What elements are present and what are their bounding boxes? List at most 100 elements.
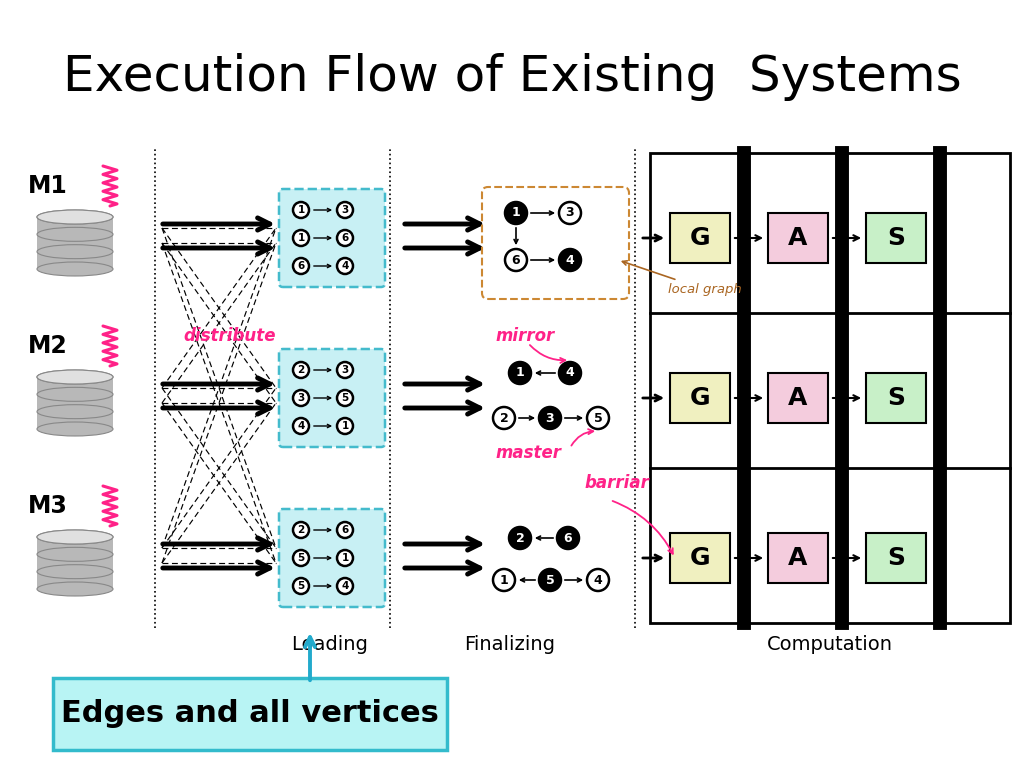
Text: 5: 5 bbox=[341, 393, 348, 403]
Text: Execution Flow of Existing  Systems: Execution Flow of Existing Systems bbox=[62, 53, 962, 101]
Ellipse shape bbox=[37, 210, 113, 224]
Text: A: A bbox=[788, 546, 808, 570]
Text: 3: 3 bbox=[341, 365, 348, 375]
Bar bbox=[37, 377, 113, 429]
FancyBboxPatch shape bbox=[279, 189, 385, 287]
Text: G: G bbox=[690, 386, 711, 410]
Text: 6: 6 bbox=[297, 261, 304, 271]
Text: 3: 3 bbox=[297, 393, 304, 403]
Text: 4: 4 bbox=[297, 421, 305, 431]
Bar bbox=[768, 373, 828, 423]
Circle shape bbox=[293, 390, 309, 406]
Bar bbox=[670, 533, 730, 583]
Text: 1: 1 bbox=[341, 421, 348, 431]
Text: distribute: distribute bbox=[183, 327, 276, 345]
Text: G: G bbox=[690, 226, 711, 250]
Bar bbox=[866, 213, 926, 263]
Text: 5: 5 bbox=[297, 581, 304, 591]
Circle shape bbox=[293, 362, 309, 378]
Bar bbox=[37, 537, 113, 589]
Text: 4: 4 bbox=[565, 253, 574, 266]
Text: barriar: barriar bbox=[584, 474, 649, 492]
Text: 5: 5 bbox=[297, 553, 304, 563]
Circle shape bbox=[493, 569, 515, 591]
Text: 6: 6 bbox=[341, 525, 348, 535]
Text: 4: 4 bbox=[341, 261, 349, 271]
Circle shape bbox=[337, 202, 353, 218]
Ellipse shape bbox=[37, 564, 113, 578]
Circle shape bbox=[293, 522, 309, 538]
Ellipse shape bbox=[37, 530, 113, 544]
Text: Computation: Computation bbox=[767, 635, 893, 654]
Text: S: S bbox=[887, 546, 905, 570]
Bar bbox=[37, 217, 113, 269]
Circle shape bbox=[293, 550, 309, 566]
Circle shape bbox=[509, 362, 531, 384]
Circle shape bbox=[539, 569, 561, 591]
Text: 2: 2 bbox=[297, 365, 304, 375]
Circle shape bbox=[293, 230, 309, 246]
Circle shape bbox=[293, 578, 309, 594]
Text: 3: 3 bbox=[565, 207, 574, 220]
Bar bbox=[866, 373, 926, 423]
Ellipse shape bbox=[37, 370, 113, 384]
Circle shape bbox=[505, 202, 527, 224]
FancyBboxPatch shape bbox=[53, 678, 447, 750]
Circle shape bbox=[559, 249, 581, 271]
Bar bbox=[670, 373, 730, 423]
Circle shape bbox=[293, 202, 309, 218]
Text: 5: 5 bbox=[546, 574, 554, 587]
Text: 6: 6 bbox=[563, 531, 572, 545]
Bar bbox=[670, 213, 730, 263]
Ellipse shape bbox=[37, 227, 113, 241]
Ellipse shape bbox=[37, 530, 113, 544]
Circle shape bbox=[505, 249, 527, 271]
Bar bbox=[650, 153, 1010, 623]
Text: 2: 2 bbox=[297, 525, 304, 535]
Text: Finalizing: Finalizing bbox=[465, 635, 555, 654]
Text: 1: 1 bbox=[297, 233, 304, 243]
Circle shape bbox=[293, 418, 309, 434]
Ellipse shape bbox=[37, 245, 113, 259]
Ellipse shape bbox=[37, 370, 113, 384]
Text: 1: 1 bbox=[297, 205, 304, 215]
Ellipse shape bbox=[37, 262, 113, 276]
Circle shape bbox=[559, 362, 581, 384]
Circle shape bbox=[493, 407, 515, 429]
Circle shape bbox=[337, 258, 353, 274]
Circle shape bbox=[587, 407, 609, 429]
Circle shape bbox=[337, 578, 353, 594]
Circle shape bbox=[337, 230, 353, 246]
Text: S: S bbox=[887, 386, 905, 410]
Text: local graph: local graph bbox=[623, 261, 741, 296]
Text: 2: 2 bbox=[516, 531, 524, 545]
Text: M3: M3 bbox=[28, 494, 68, 518]
Text: 3: 3 bbox=[546, 412, 554, 425]
Text: 1: 1 bbox=[341, 553, 348, 563]
Ellipse shape bbox=[37, 582, 113, 596]
Circle shape bbox=[539, 407, 561, 429]
Circle shape bbox=[293, 258, 309, 274]
Text: A: A bbox=[788, 226, 808, 250]
Text: 1: 1 bbox=[500, 574, 508, 587]
Circle shape bbox=[337, 550, 353, 566]
Ellipse shape bbox=[37, 548, 113, 561]
Circle shape bbox=[337, 418, 353, 434]
Ellipse shape bbox=[37, 422, 113, 436]
Circle shape bbox=[587, 569, 609, 591]
Bar bbox=[866, 533, 926, 583]
Text: 5: 5 bbox=[594, 412, 602, 425]
Text: 4: 4 bbox=[594, 574, 602, 587]
Text: 1: 1 bbox=[512, 207, 520, 220]
Ellipse shape bbox=[37, 387, 113, 402]
Text: 4: 4 bbox=[341, 581, 349, 591]
Circle shape bbox=[509, 527, 531, 549]
Circle shape bbox=[337, 362, 353, 378]
FancyBboxPatch shape bbox=[279, 509, 385, 607]
Text: 6: 6 bbox=[512, 253, 520, 266]
Text: Loading: Loading bbox=[292, 635, 369, 654]
Ellipse shape bbox=[37, 210, 113, 224]
Bar bbox=[768, 213, 828, 263]
Bar bbox=[768, 533, 828, 583]
Text: master: master bbox=[495, 444, 561, 462]
